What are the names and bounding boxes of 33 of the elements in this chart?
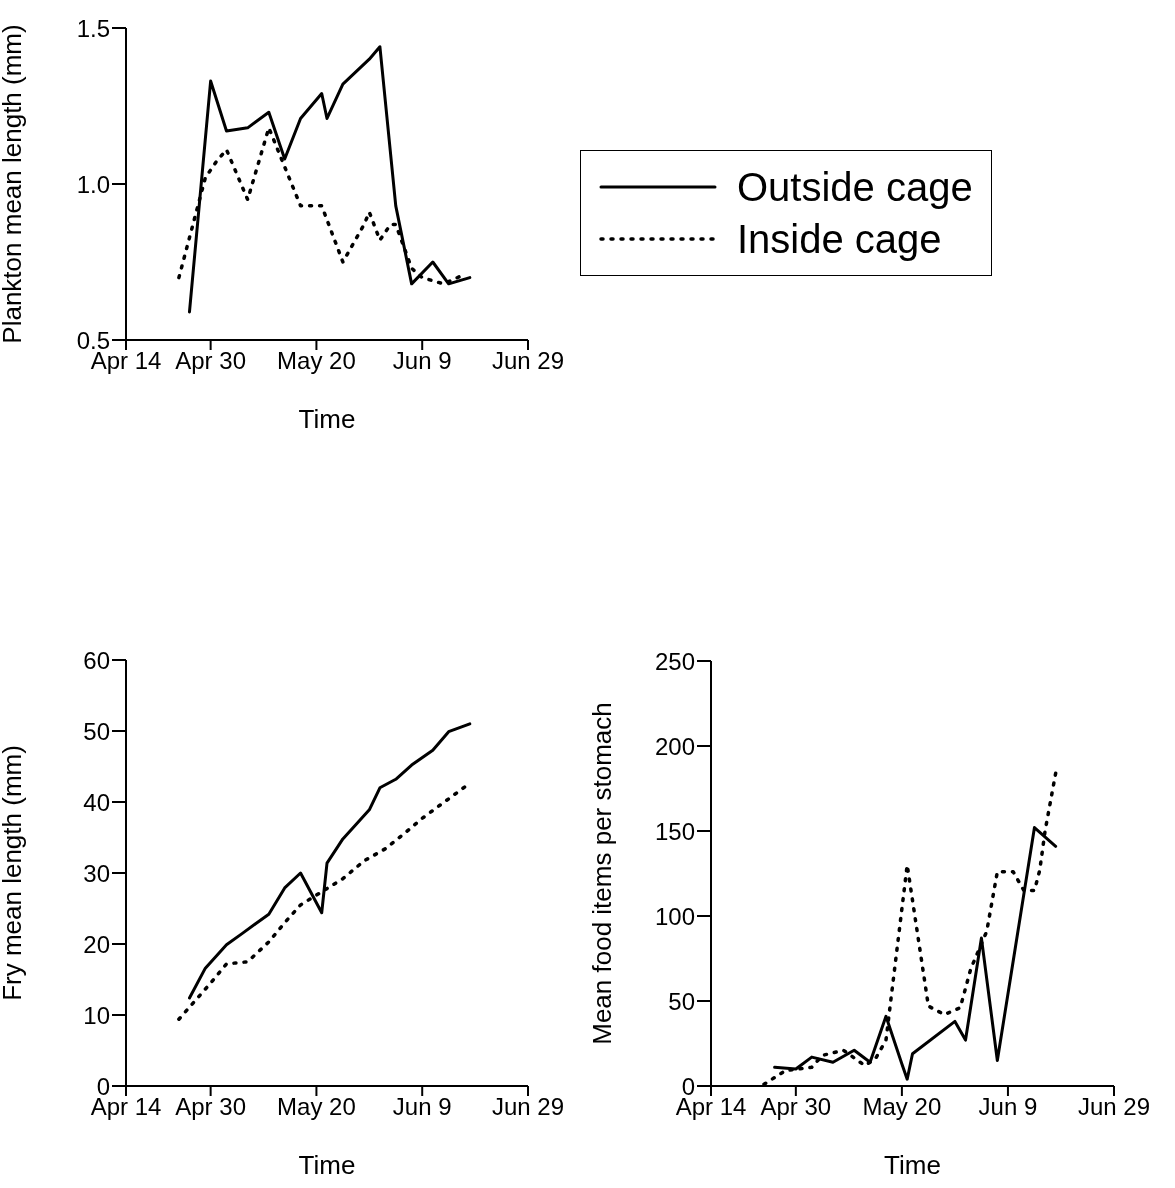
x-tick-label: Jun 9	[978, 1093, 1038, 1121]
y-tick-label: 50	[83, 717, 110, 745]
x-tick-label: Jun 9	[392, 1093, 452, 1121]
x-axis-title: Time	[884, 1150, 941, 1180]
y-tick-label: 200	[654, 732, 695, 760]
y-tick-label: 30	[83, 859, 110, 887]
legend-label: Outside cage	[737, 164, 973, 210]
x-tick-label: Apr 30	[760, 1093, 832, 1121]
x-tick-label: May 20	[277, 347, 356, 375]
legend-label: Inside cage	[737, 216, 942, 262]
x-tick-label: May 20	[277, 1093, 356, 1121]
x-tick-label: Jun 29	[491, 347, 565, 375]
x-tick-label: Jun 29	[1077, 1093, 1151, 1121]
y-tick-label: 50	[668, 987, 695, 1015]
y-tick-label: 1.5	[76, 14, 110, 42]
x-tick-label: Apr 30	[175, 1093, 246, 1121]
x-tick-label: May 20	[862, 1093, 942, 1121]
x-axis-title: Time	[298, 404, 356, 434]
y-tick-label: 150	[654, 817, 695, 845]
x-tick-label: Apr 30	[175, 347, 246, 375]
x-tick-label: Jun 29	[491, 1093, 565, 1121]
y-axis-title: Plankton mean length (mm)	[0, 24, 28, 344]
x-axis-title: Time	[298, 1150, 356, 1180]
y-tick-label: 250	[654, 647, 695, 675]
y-tick-label: 40	[83, 788, 110, 816]
x-tick-label: Jun 9	[392, 347, 452, 375]
y-axis-title: Fry mean length (mm)	[0, 745, 28, 1001]
y-tick-label: 100	[654, 902, 695, 930]
y-tick-label: 1.0	[76, 170, 110, 198]
y-tick-label: 20	[83, 930, 110, 958]
y-tick-label: 60	[83, 646, 110, 674]
y-axis-title: Mean food items per stomach	[587, 702, 618, 1045]
y-tick-label: 10	[83, 1001, 110, 1029]
